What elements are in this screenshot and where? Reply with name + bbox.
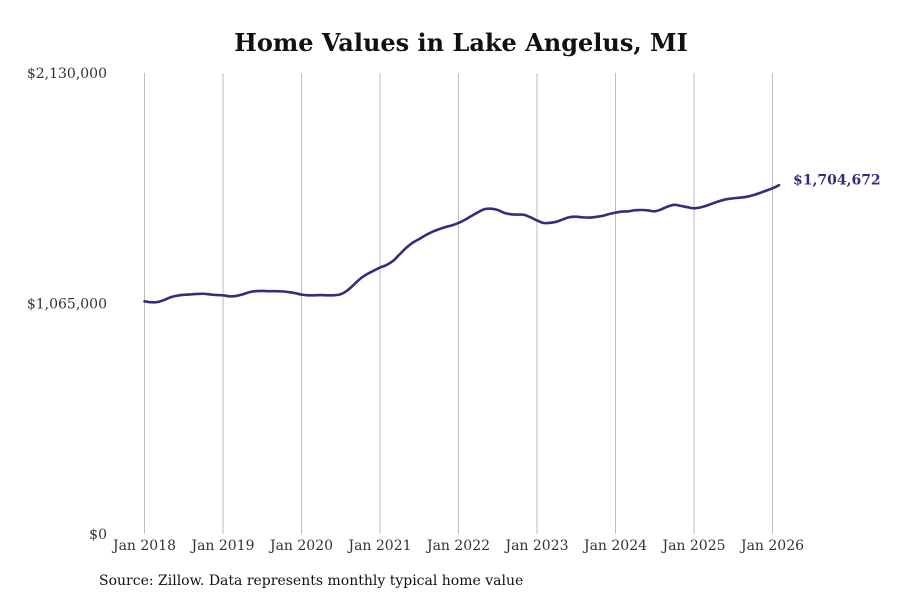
x-tick-label: Jan 2019: [189, 538, 254, 554]
chart-title: Home Values in Lake Angelus, MI: [234, 28, 688, 57]
gridlines: [144, 73, 773, 534]
x-axis: Jan 2018 Jan 2019 Jan 2020 Jan 2021 Jan 2022…: [111, 538, 804, 554]
y-tick-label: $2,130,000: [27, 66, 107, 82]
x-tick-label: Jan 2021: [346, 538, 411, 554]
series-line-0: [143, 183, 781, 304]
x-tick-label: Jan 2022: [425, 538, 490, 554]
series-end-value-label: $1,704,672: [793, 173, 881, 189]
x-tick-label: Jan 2025: [660, 538, 725, 554]
y-tick-label: $0: [89, 527, 107, 543]
y-axis: $0 $1,065,000 $2,130,000: [27, 66, 107, 543]
series-layer: $1,704,672: [143, 173, 881, 304]
x-tick-label: Jan 2024: [582, 538, 647, 554]
x-tick-label: Jan 2023: [503, 538, 568, 554]
x-tick-label: Jan 2018: [111, 538, 176, 554]
x-tick-label: Jan 2020: [268, 538, 333, 554]
y-tick-label: $1,065,000: [27, 297, 107, 313]
x-tick-label: Jan 2026: [739, 538, 804, 554]
source-note: Source: Zillow. Data represents monthly …: [99, 573, 524, 589]
